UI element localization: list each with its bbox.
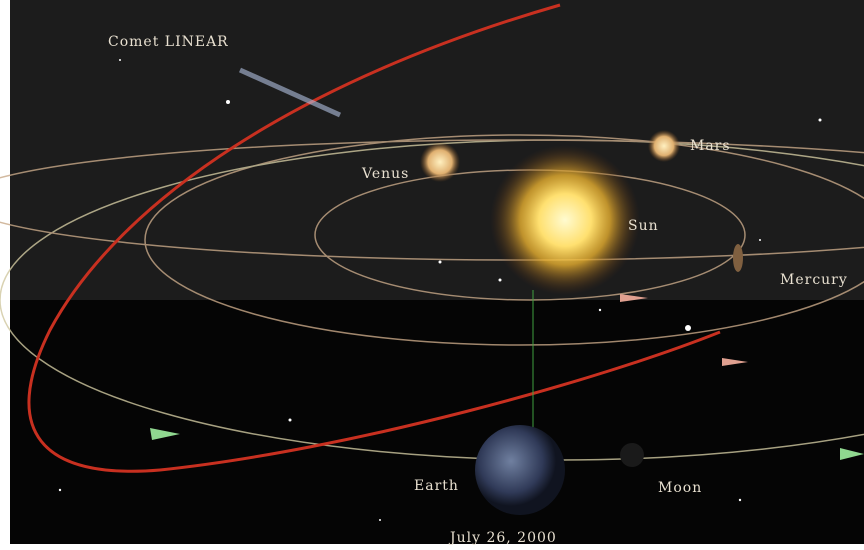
date-label: July 26, 2000 [448, 530, 557, 546]
page: Comet LINEAR Venus Mars Sun Mercury Eart… [0, 0, 864, 550]
sun [490, 145, 640, 295]
mars [648, 130, 680, 162]
earth [475, 425, 565, 515]
sun-label: Sun [628, 218, 659, 234]
mercury [733, 244, 743, 272]
mercury-label: Mercury [780, 272, 848, 288]
venus-label: Venus [361, 166, 409, 182]
sky-lower [10, 300, 864, 544]
space-scene: Comet LINEAR Venus Mars Sun Mercury Eart… [0, 0, 864, 550]
venus [420, 142, 460, 182]
earth-label: Earth [414, 478, 459, 494]
moon-label: Moon [658, 480, 702, 496]
comet-label: Comet LINEAR [108, 34, 229, 50]
mars-label: Mars [690, 138, 731, 154]
moon [620, 443, 644, 467]
